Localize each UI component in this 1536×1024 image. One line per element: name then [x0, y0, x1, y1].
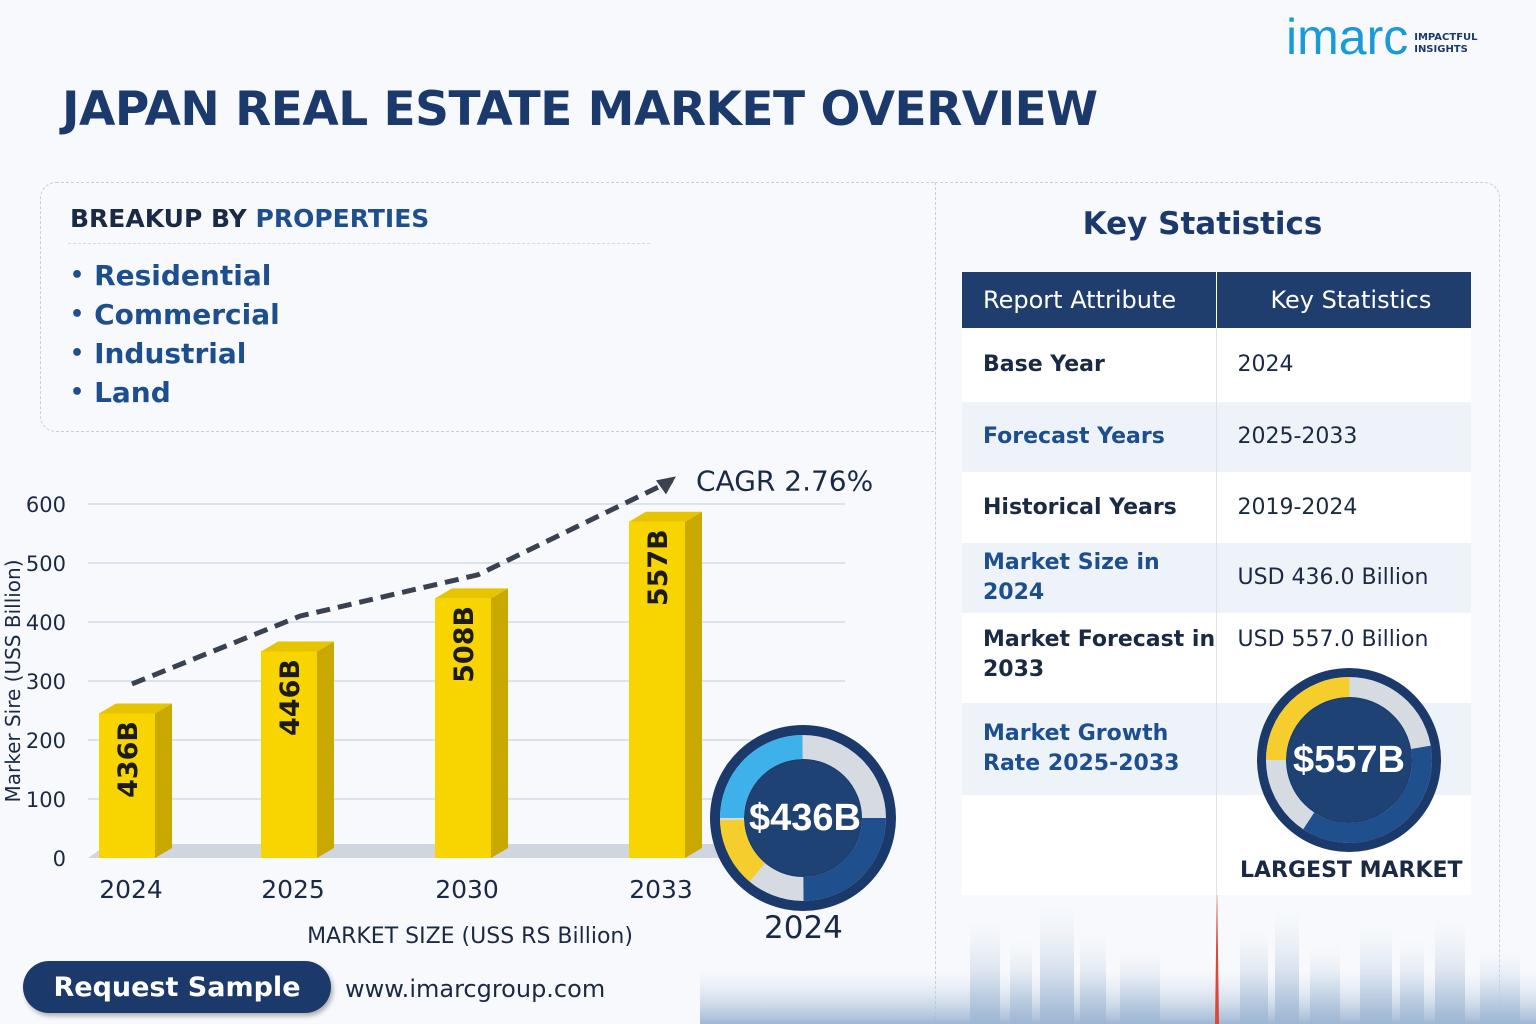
badge-value: $557B [1293, 739, 1405, 781]
donut-badge-2024: $436B [710, 725, 896, 911]
cell: USD 436.0 Billion [1215, 543, 1471, 613]
bar-side [155, 703, 172, 858]
bar-data-label: 436B [113, 721, 144, 798]
bar [435, 598, 491, 858]
x-tick-label: 2033 [629, 875, 693, 904]
key-statistics-panel [935, 182, 1500, 1024]
page-title: JAPAN REAL ESTATE MARKET OVERVIEW [62, 82, 1098, 137]
badge-value: $436B [749, 797, 861, 839]
bullet-icon: • [70, 341, 85, 366]
bullet-icon: • [70, 380, 85, 405]
column-header: Report Attribute [962, 272, 1216, 328]
bar-top [435, 588, 508, 599]
breakup-panel [40, 182, 935, 432]
bar [261, 651, 317, 858]
badge-year: 2024 [764, 910, 843, 946]
logo-wordmark: imarc [1286, 9, 1409, 65]
arrow-head-icon [656, 476, 676, 495]
divider [68, 243, 650, 244]
table-row: Market Size in 2024 USD 436.0 Billion [962, 543, 1471, 613]
market-size-chart: 0 100 200 300 400 500 600 Marker Sire (USS Bill… [1, 464, 873, 949]
bar [629, 521, 685, 858]
request-sample-button[interactable]: Request Sample [23, 961, 331, 1013]
bar-data-label: 508B [449, 606, 480, 683]
list-item: • Land [70, 376, 171, 409]
logo-tagline: IMPACTFUL INSIGHTS [1414, 32, 1478, 55]
city-skyline-image [700, 880, 1536, 1024]
list-item: • Industrial [70, 337, 247, 370]
website-link[interactable]: www.imarcgroup.com [345, 975, 606, 1003]
cell: Market Growth Rate 2025-2033 [962, 703, 1216, 795]
cell: Historical Years [983, 494, 1177, 520]
bar-side [491, 588, 508, 858]
table-header: Report Attribute Key Statistics [962, 272, 1471, 328]
cell: 2024 [1215, 328, 1471, 402]
bar-side [685, 511, 702, 858]
x-axis-label: MARKET SIZE (USS RS Billion) [307, 924, 633, 949]
list-item: • Commercial [70, 298, 280, 331]
cell: Forecast Years [962, 402, 1216, 472]
y-tick-label: 600 [26, 493, 66, 517]
cell [962, 795, 1216, 895]
cell: Market Forecast in 2033 [983, 627, 1216, 682]
bullet-icon: • [70, 263, 85, 288]
cell: 2025-2033 [1215, 402, 1471, 472]
bar [99, 713, 155, 858]
bar-data-label: 446B [275, 659, 306, 736]
y-tick-label: 100 [26, 788, 66, 812]
y-axis-label: Marker Sire (USS Billion) [1, 559, 25, 802]
y-tick-label: 400 [26, 611, 66, 635]
cell: Base Year [983, 352, 1105, 378]
cell: 2019-2024 [1215, 472, 1471, 543]
imarc-logo[interactable]: imarc IMPACTFUL INSIGHTS [1286, 12, 1478, 62]
y-tick-label: 500 [26, 552, 66, 576]
bullet-icon: • [70, 302, 85, 327]
x-tick-label: 2025 [261, 875, 325, 904]
cagr-annotation: CAGR 2.76% [696, 464, 873, 497]
bar-data-label: 557B [643, 529, 674, 606]
table-row: Forecast Years 2025-2033 [962, 402, 1471, 472]
largest-market-caption: LARGEST MARKET [1240, 858, 1463, 883]
bar-side [317, 641, 334, 858]
property-list: • Residential • Commercial • Industrial • La… [70, 256, 280, 412]
bar-top [629, 511, 702, 522]
y-tick-label: 200 [26, 729, 66, 753]
table-row: Base Year 2024 [962, 328, 1471, 402]
cell: Market Size in 2024 [962, 543, 1216, 613]
column-header: Key Statistics [1215, 272, 1471, 328]
x-tick-label: 2030 [435, 875, 499, 904]
list-item: • Residential [70, 259, 272, 292]
y-tick-label: 300 [26, 670, 66, 694]
donut-badge-2033: $557B [1257, 668, 1441, 852]
breakup-title: BREAKUP BY PROPERTIES [70, 204, 430, 233]
key-statistics-title: Key Statistics [1082, 206, 1323, 242]
cagr-trend-line [131, 478, 674, 687]
x-tick-label: 2024 [99, 875, 163, 904]
bar-top [261, 641, 334, 652]
table-row: Historical Years 2019-2024 [962, 472, 1471, 543]
y-tick-label: 0 [53, 847, 66, 871]
bar-top [99, 703, 172, 714]
